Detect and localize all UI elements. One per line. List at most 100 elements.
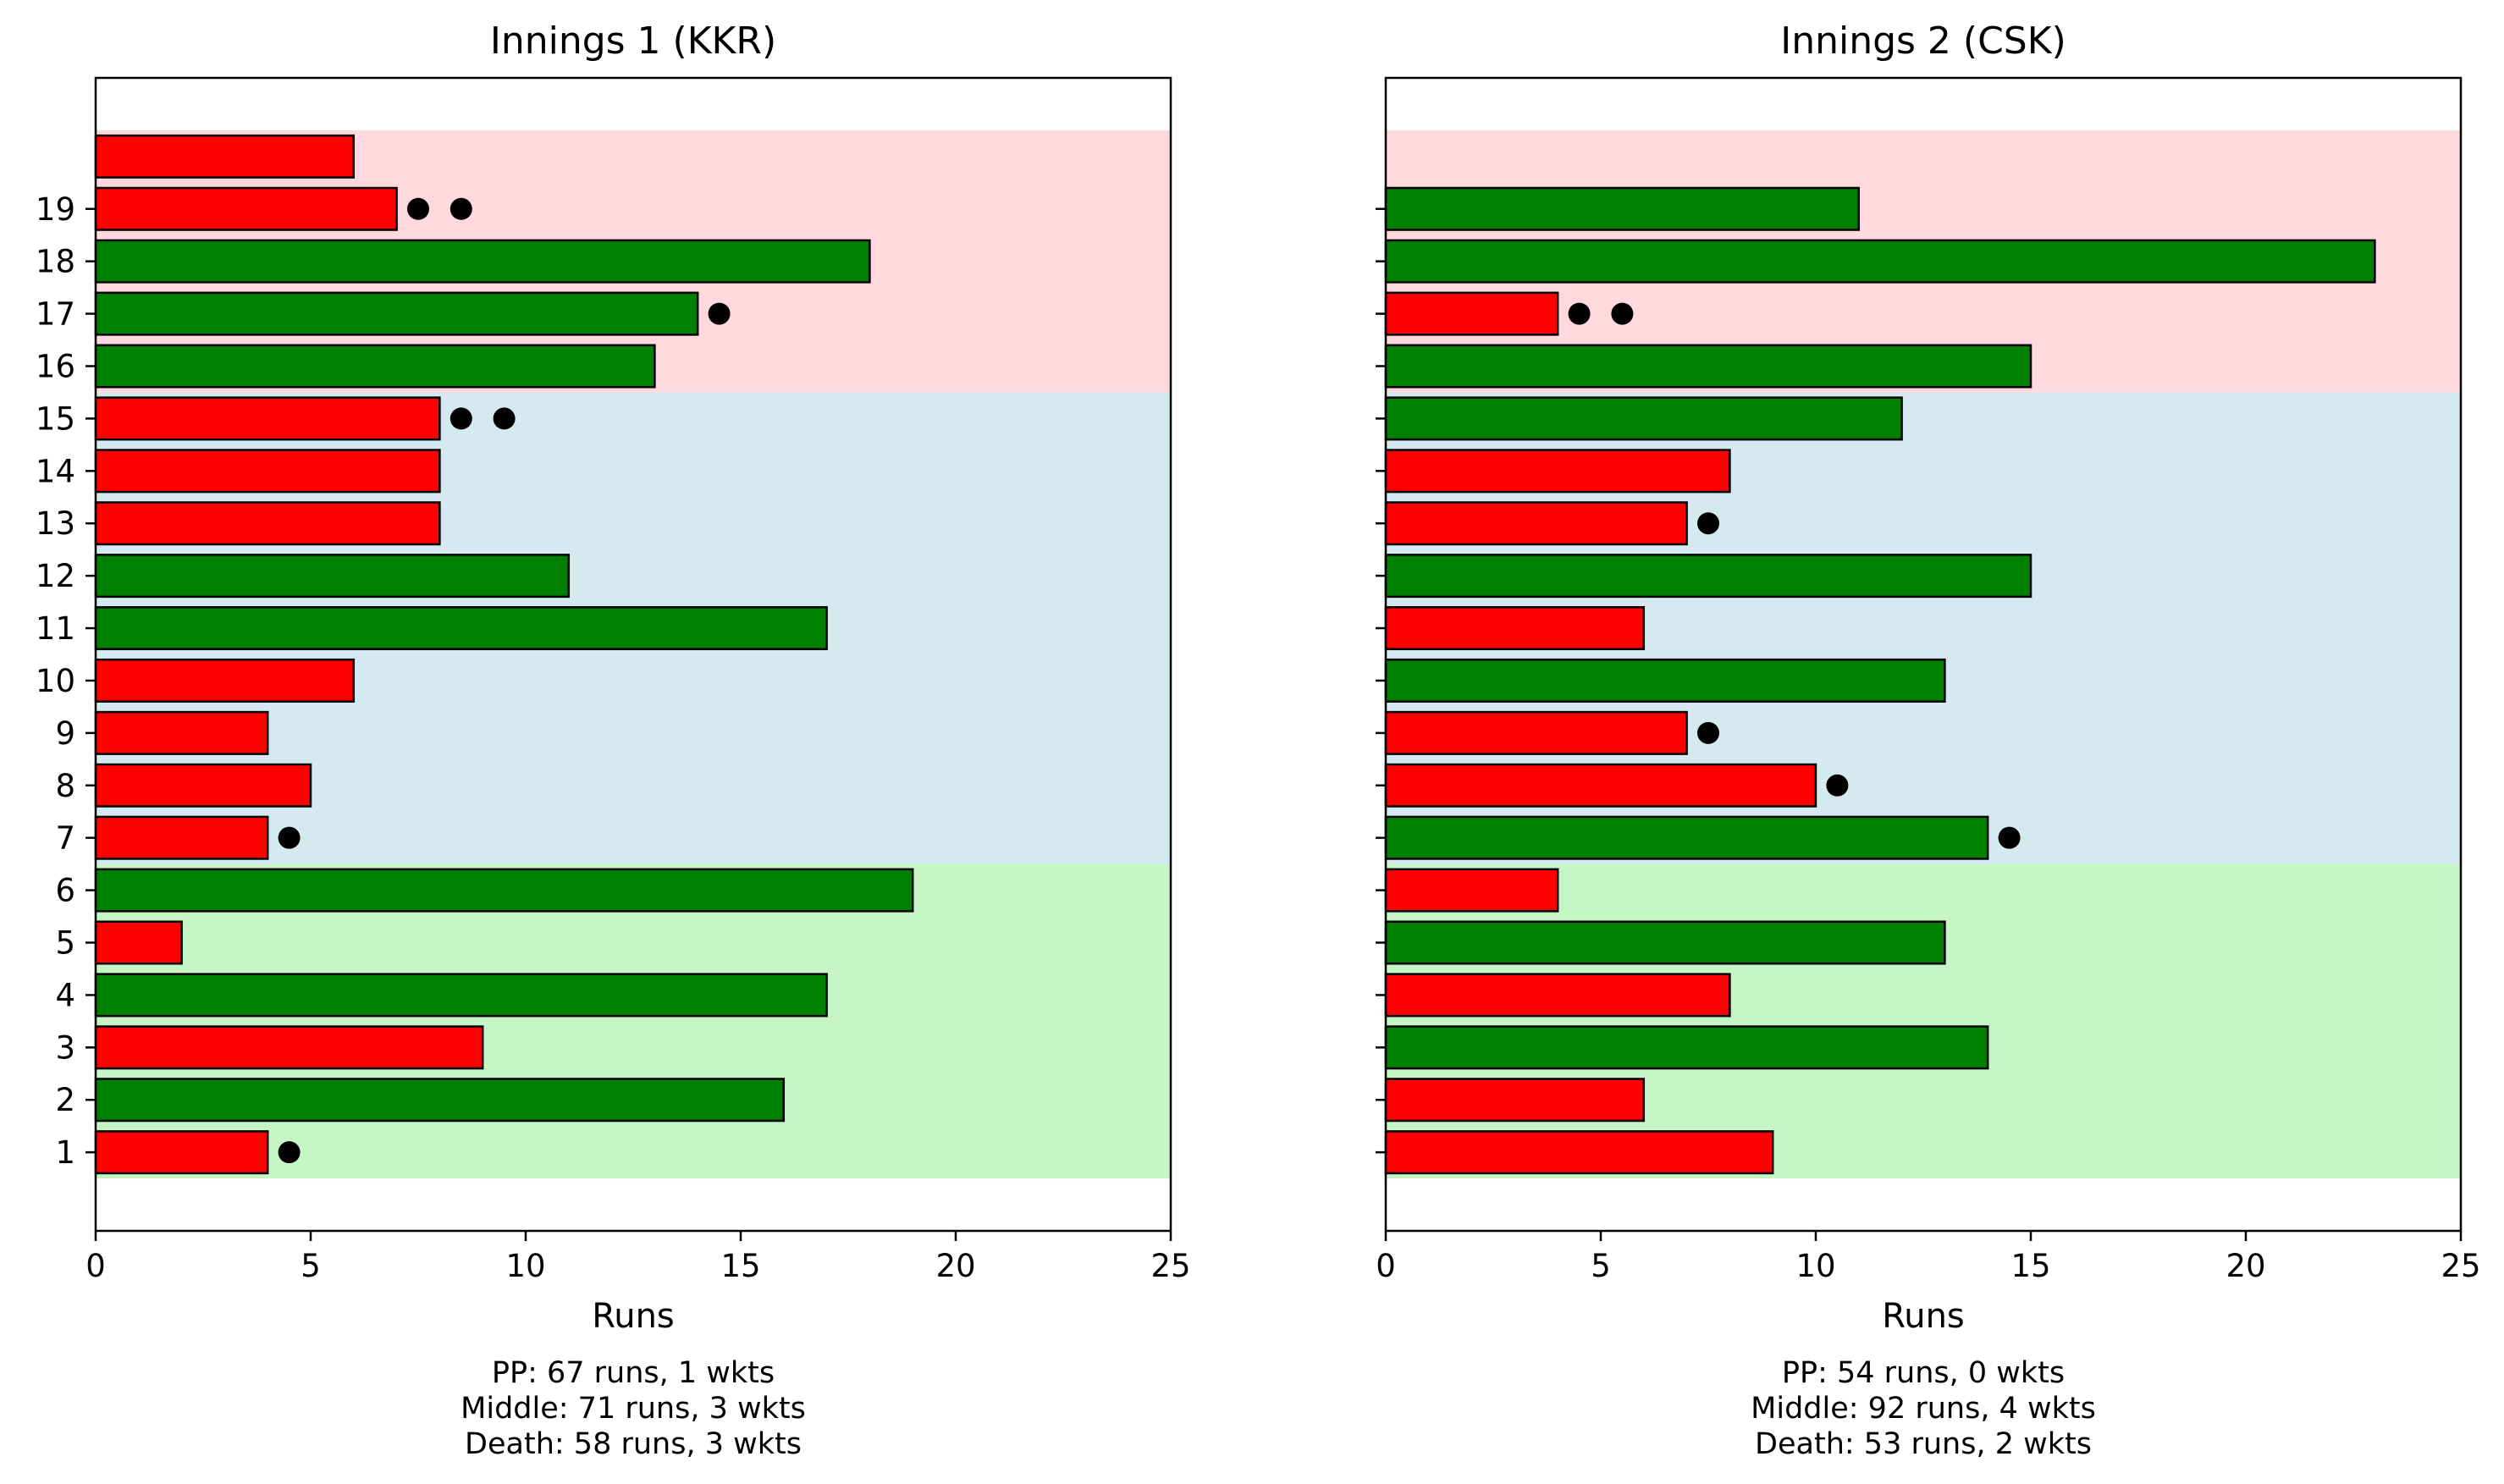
innings-2-x-tick-label: 0: [1376, 1248, 1396, 1284]
innings-1-summary-death: Death: 58 runs, 3 wkts: [465, 1427, 802, 1461]
innings-1-y-tick-label: 15: [36, 400, 75, 437]
innings-1-bar-over-1: [94, 1130, 269, 1175]
innings-1-x-tick-label: 15: [720, 1248, 760, 1284]
innings-1-bar-over-19: [94, 186, 398, 231]
innings-2-wicket-marker-over-13: [1697, 512, 1719, 535]
innings-1-y-tick-label: 1: [55, 1134, 75, 1171]
innings-2-x-tick-label: 20: [2225, 1248, 2265, 1284]
innings-2-x-tick-label: 10: [1795, 1248, 1835, 1284]
innings-2-bar-over-13: [1384, 501, 1688, 546]
innings-2-bar-over-6: [1384, 868, 1559, 913]
innings-1-x-tick-label: 25: [1150, 1248, 1190, 1284]
innings-1-axes-frame: [94, 76, 1172, 1233]
innings-1-panel: Innings 1 (KKR) Runs PP: 67 runs, 1 wkts…: [36, 19, 1191, 1461]
innings-1-summary-middle: Middle: 71 runs, 3 wkts: [461, 1392, 806, 1426]
innings-2-bar-over-15: [1384, 396, 1903, 441]
innings-2-plot-area: 0 5 10 15 20 25: [1376, 76, 2481, 1284]
innings-1-bar-over-17: [94, 291, 699, 336]
innings-2-summary-death: Death: 53 runs, 2 wkts: [1755, 1427, 2092, 1461]
innings-2-axes-frame: [1384, 76, 2463, 1233]
innings-1-bar-over-6: [94, 868, 914, 913]
innings-1-y-tick-label: 14: [36, 453, 75, 489]
innings-2-wicket-marker-over-9: [1697, 721, 1719, 744]
innings-1-bar-over-4: [94, 973, 828, 1018]
innings-2-bar-over-4: [1384, 973, 1731, 1018]
innings-2-bar-over-12: [1384, 554, 2032, 599]
innings-2-bar-over-17: [1384, 291, 1559, 336]
innings-2-bar-over-10: [1384, 658, 1946, 703]
innings-1-bar-over-10: [94, 658, 356, 703]
innings-1-y-tick-label: 6: [55, 873, 75, 909]
innings-2-bar-over-16: [1384, 344, 2032, 389]
innings-2-wicket-marker-over-17: [1611, 302, 1634, 325]
innings-1-y-tick-label: 7: [55, 820, 75, 857]
innings-2-bar-over-18: [1384, 239, 2376, 284]
innings-2-title: Innings 2 (CSK): [1780, 19, 2066, 63]
innings-1-title: Innings 1 (KKR): [490, 19, 776, 63]
innings-2-bar-over-3: [1384, 1025, 1989, 1070]
innings-2-x-tick-label: 25: [2441, 1248, 2480, 1284]
innings-1-wicket-marker-over-15: [493, 407, 516, 430]
innings-1-x-tick-label: 20: [935, 1248, 975, 1284]
innings-2-bar-over-11: [1384, 606, 1646, 651]
innings-1-bar-over-13: [94, 501, 441, 546]
innings-2-wicket-marker-over-8: [1826, 774, 1849, 797]
innings-2-wicket-marker-over-7: [1998, 826, 2021, 849]
innings-2-x-tick-label: 5: [1591, 1248, 1611, 1284]
innings-2-bar-over-1: [1384, 1130, 1774, 1175]
innings-1-bar-over-20: [94, 134, 356, 179]
innings-1-bar-over-11: [94, 606, 828, 651]
innings-1-bar-over-2: [94, 1078, 786, 1123]
innings-2-bar-over-19: [1384, 186, 1861, 231]
innings-2-bar-over-5: [1384, 920, 1946, 965]
innings-1-bar-over-16: [94, 344, 656, 389]
innings-2-bar-over-9: [1384, 710, 1688, 755]
innings-1-bar-over-15: [94, 396, 441, 441]
innings-1-y-tick-label: 12: [36, 558, 75, 594]
innings-1-bar-over-18: [94, 239, 871, 284]
innings-1-wicket-marker-over-19: [450, 197, 472, 220]
innings-1-pp-phase-band: [96, 863, 1171, 1179]
innings-1-bar-over-7: [94, 815, 269, 860]
innings-1-y-tick-label: 10: [36, 663, 75, 699]
innings-1-wicket-marker-over-15: [450, 407, 472, 430]
innings-2-bar-over-2: [1384, 1078, 1646, 1123]
innings-1-y-tick-label: 19: [36, 191, 75, 228]
innings-1-bar-over-5: [94, 920, 183, 965]
innings-1-y-tick-label: 17: [36, 296, 75, 333]
innings-1-bar-over-3: [94, 1025, 484, 1070]
innings-2-wicket-marker-over-17: [1568, 302, 1591, 325]
innings-1-bar-over-8: [94, 763, 312, 808]
innings-2-summary-powerplay: PP: 54 runs, 0 wkts: [1782, 1356, 2065, 1390]
innings-1-y-tick-label: 5: [55, 925, 75, 962]
innings-1-wicket-marker-over-17: [708, 302, 731, 325]
innings-2-panel: Innings 2 (CSK) Runs PP: 54 runs, 0 wkts…: [1376, 19, 2481, 1461]
innings-2-pp-phase-band: [1386, 863, 2461, 1179]
innings-1-bar-over-9: [94, 710, 269, 755]
innings-1-bar-over-12: [94, 554, 571, 599]
innings-2-bar-over-14: [1384, 449, 1731, 494]
innings-1-x-axis-label: Runs: [592, 1297, 675, 1336]
innings-1-y-tick-label: 9: [55, 715, 75, 752]
innings-1-wicket-marker-over-7: [278, 826, 301, 849]
innings-1-y-tick-label: 16: [36, 349, 75, 385]
innings-2-bar-over-8: [1384, 763, 1817, 808]
innings-1-y-tick-label: 18: [36, 244, 75, 280]
innings-1-summary-powerplay: PP: 67 runs, 1 wkts: [492, 1356, 775, 1390]
innings-2-summary-middle: Middle: 92 runs, 4 wkts: [1751, 1392, 2096, 1426]
innings-1-bar-over-14: [94, 449, 441, 494]
innings-1-y-tick-label: 8: [55, 768, 75, 804]
innings-2-x-axis-label: Runs: [1882, 1297, 1965, 1336]
innings-1-y-tick-label: 11: [36, 610, 75, 647]
innings-1-y-tick-label: 3: [55, 1029, 75, 1066]
innings-1-x-tick-label: 5: [301, 1248, 321, 1284]
innings-2-x-tick-label: 15: [2010, 1248, 2050, 1284]
innings-2-bar-over-7: [1384, 815, 1989, 860]
innings-1-y-tick-label: 4: [55, 977, 75, 1013]
innings-1-wicket-marker-over-19: [407, 197, 429, 220]
innings-1-wicket-marker-over-1: [278, 1141, 301, 1164]
innings-1-y-tick-label: 13: [36, 505, 75, 542]
innings-1-x-tick-label: 10: [505, 1248, 545, 1284]
